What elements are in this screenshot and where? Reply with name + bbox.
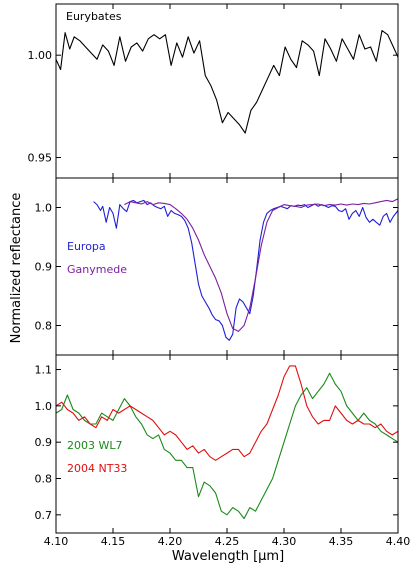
panel-annotation: Eurybates	[66, 10, 122, 23]
x-axis-label: Wavelength [μm]	[172, 549, 284, 564]
panel-2: 0.8 0.9 1.0 Europa Ganymede	[35, 177, 399, 356]
legend-ganymede: Ganymede	[67, 263, 127, 276]
panel-1: 0.95 1.00 Eurybates	[28, 3, 399, 179]
y-tick-label: 0.8	[35, 473, 53, 486]
y-tick-label: 1.00	[28, 49, 53, 62]
y-tick-label: 1.0	[35, 400, 53, 413]
x-tick-label: 4.20	[158, 535, 183, 548]
y-tick-label: 1.0	[35, 202, 53, 215]
y-tick-label: 0.7	[35, 509, 53, 522]
y-tick-label: 0.9	[35, 261, 53, 274]
y-tick-label: 1.1	[35, 364, 53, 377]
x-tick-label: 4.35	[329, 535, 354, 548]
series-line-ganymede	[124, 198, 399, 332]
x-tick-label: 4.10	[44, 535, 69, 548]
y-tick-label: 0.95	[28, 152, 53, 165]
series-line-panel-1	[55, 30, 399, 134]
y-tick-label: 0.9	[35, 436, 53, 449]
legend-europa: Europa	[67, 240, 106, 253]
legend-2003-wl7: 2003 WL7	[67, 439, 123, 452]
x-axis: 4.10 4.15 4.20 4.25 4.30 4.35 4.40	[44, 535, 411, 548]
series-line-europa	[93, 199, 399, 341]
y-tick-label: 0.8	[35, 320, 53, 333]
x-tick-label: 4.40	[386, 535, 411, 548]
panel-3: 0.7 0.8 0.9 1.0 1.1 2003 WL7 2004 NT33	[35, 354, 399, 534]
series-line-2004-nt33	[55, 365, 399, 461]
x-tick-label: 4.25	[215, 535, 240, 548]
series-line-2003-wl7	[55, 372, 399, 520]
legend-2004-nt33: 2004 NT33	[67, 462, 127, 475]
y-axis-label: Normalized reflectance	[9, 193, 24, 344]
x-tick-label: 4.30	[272, 535, 297, 548]
x-tick-label: 4.15	[101, 535, 126, 548]
plot-frame	[55, 3, 399, 179]
